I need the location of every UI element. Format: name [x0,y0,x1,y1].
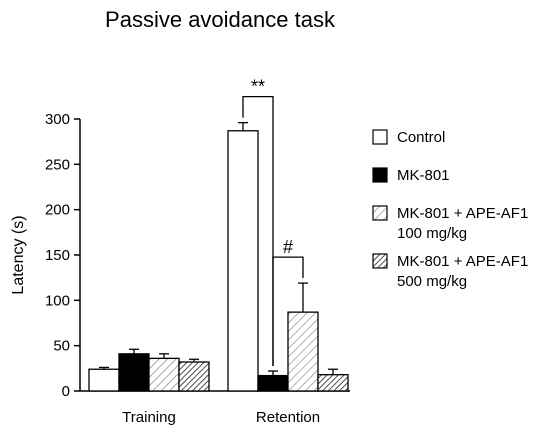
legend-swatch [372,129,388,145]
legend-label: MK-801 + APE-AF1 [397,253,528,270]
axes: 0 50 100 150 200 250 300 Training Retention [45,111,350,426]
significance-annotations: ** # [242,77,304,367]
bar [287,311,319,392]
legend-swatch [372,167,388,183]
legend-label: 100 mg/kg [397,225,467,242]
y-tick-label: 300 [45,111,70,128]
y-tick-label: 100 [45,292,70,309]
bar [118,353,150,392]
y-tick-label: 250 [45,156,70,173]
y-tick-label: 50 [53,338,70,355]
bar [257,374,289,392]
chart-title: Passive avoidance task [105,7,336,32]
significance-marker: ** [251,77,265,97]
legend-label: MK-801 + APE-AF1 [397,205,528,222]
legend-label: 500 mg/kg [397,273,467,290]
legend-swatch [372,205,388,221]
bar [178,361,210,392]
y-tick-label: 200 [45,202,70,219]
significance-marker: # [283,237,293,257]
significance-bracket [242,95,274,367]
legend: Control MK-801 MK-801 + APE-AF1 100 mg/kg MK… [372,129,528,290]
bar [227,130,259,392]
x-category-label: Retention [256,409,320,426]
y-tick-label: 150 [45,247,70,264]
legend-label: Control [397,129,445,146]
legend-label: MK-801 [397,167,450,184]
bar [148,357,180,392]
y-tick-label: 0 [62,383,70,400]
x-category-label: Training [122,409,176,426]
bar [317,374,349,392]
legend-swatch [372,253,388,269]
bar [88,368,120,392]
bars [88,121,349,392]
y-axis-label: Latency (s) [10,215,27,294]
significance-bracket [272,256,304,367]
